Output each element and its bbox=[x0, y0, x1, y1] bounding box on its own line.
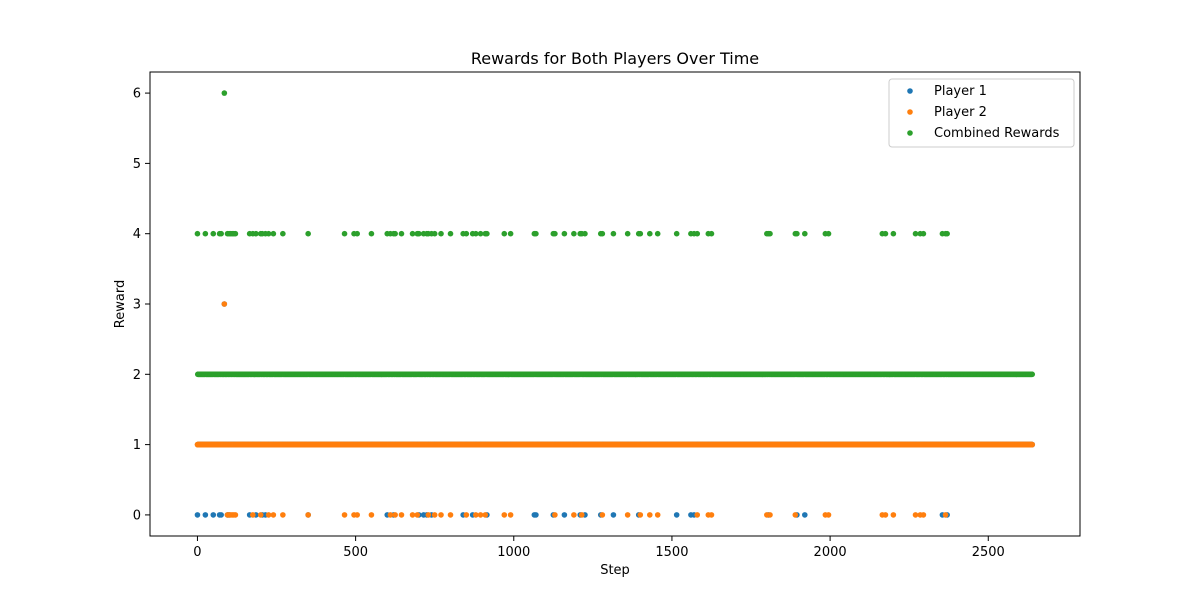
data-point bbox=[647, 512, 653, 518]
data-point bbox=[767, 512, 773, 518]
data-point bbox=[571, 512, 577, 518]
data-point bbox=[425, 512, 432, 518]
data-point bbox=[507, 512, 514, 518]
chart-title: Rewards for Both Players Over Time bbox=[471, 49, 759, 68]
data-point bbox=[792, 512, 799, 518]
data-point bbox=[920, 512, 927, 518]
data-point bbox=[368, 512, 375, 518]
data-point bbox=[708, 512, 715, 518]
data-point bbox=[202, 512, 209, 518]
data-point bbox=[341, 512, 348, 518]
data-point bbox=[624, 512, 631, 518]
data-point bbox=[802, 512, 808, 518]
data-point bbox=[599, 512, 606, 518]
data-point bbox=[194, 512, 201, 518]
data-point bbox=[280, 512, 286, 518]
data-point bbox=[482, 512, 489, 518]
data-point bbox=[533, 512, 539, 518]
data-point bbox=[257, 512, 264, 518]
data-point bbox=[694, 512, 701, 518]
data-point bbox=[210, 512, 217, 518]
data-point bbox=[610, 512, 617, 518]
data-point bbox=[305, 512, 311, 518]
data-point bbox=[392, 512, 398, 518]
data-point bbox=[825, 512, 832, 518]
data-point bbox=[221, 301, 228, 307]
data-point bbox=[501, 512, 508, 518]
data-point bbox=[637, 512, 644, 518]
data-point bbox=[354, 512, 360, 518]
data-point bbox=[270, 512, 277, 518]
data-point bbox=[552, 512, 558, 518]
data-point bbox=[414, 512, 421, 518]
data-point bbox=[438, 512, 444, 518]
data-point bbox=[447, 512, 454, 518]
data-point bbox=[232, 512, 239, 518]
data-point bbox=[250, 512, 256, 518]
data-point bbox=[561, 512, 568, 518]
data-point bbox=[463, 512, 470, 518]
data-point bbox=[890, 512, 897, 518]
data-point bbox=[431, 512, 438, 518]
data-marks bbox=[194, 90, 1036, 518]
data-point bbox=[218, 512, 224, 518]
data-point bbox=[398, 512, 405, 518]
data-point bbox=[673, 512, 680, 518]
data-point bbox=[882, 512, 889, 518]
data-point bbox=[578, 512, 585, 518]
data-point bbox=[654, 512, 661, 518]
